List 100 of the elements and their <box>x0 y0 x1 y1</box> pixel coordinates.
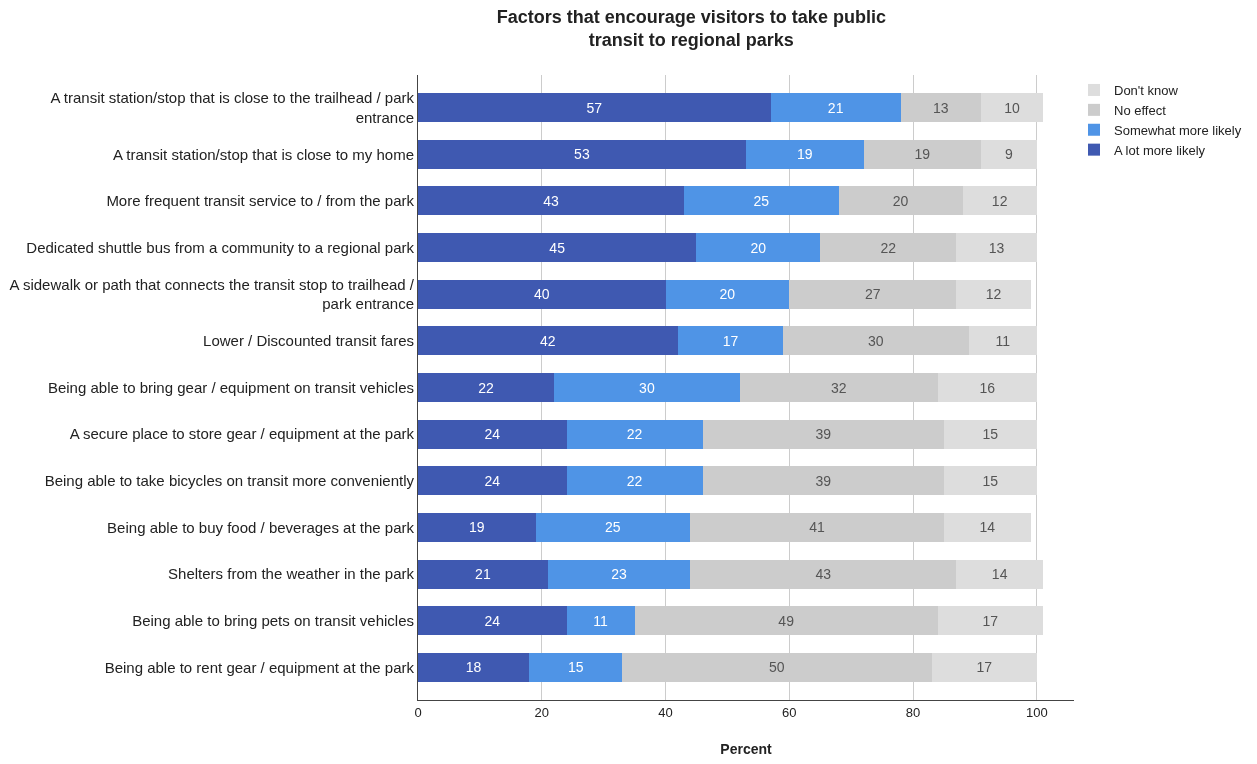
data-label: 41 <box>809 519 826 536</box>
data-label: 11 <box>593 612 608 629</box>
bar <box>418 186 685 216</box>
bar <box>418 512 536 542</box>
data-label: 16 <box>979 379 996 396</box>
bar <box>677 326 784 356</box>
y-tick-label: Being able to bring gear / equipment on transit vehicles <box>47 378 414 396</box>
data-label: 19 <box>796 146 813 163</box>
x-tick-label: 100 <box>1026 704 1048 720</box>
bar <box>418 419 567 449</box>
data-label: 12 <box>991 192 1008 209</box>
bar <box>529 652 623 682</box>
data-label: 22 <box>626 472 643 489</box>
data-label: 24 <box>484 472 501 489</box>
bar <box>566 466 703 496</box>
bar <box>944 419 1037 449</box>
bar <box>535 512 691 542</box>
data-label: 30 <box>868 332 884 349</box>
chart-title: Factors that encourage visitors to take public transit to regional parks <box>496 6 886 51</box>
data-label: 20 <box>892 192 909 209</box>
bar <box>665 279 790 309</box>
data-label: 15 <box>567 659 584 676</box>
x-tick-label: 80 <box>905 704 921 720</box>
data-label: 50 <box>769 659 785 676</box>
bar <box>937 606 1044 636</box>
data-label: 21 <box>827 99 844 116</box>
y-tick-label: Being able to bring pets on transit vehicles <box>132 611 414 629</box>
data-label: 13 <box>988 239 1005 256</box>
bar <box>547 559 691 589</box>
bar <box>937 373 1037 402</box>
data-label: 24 <box>484 612 501 629</box>
data-label: 18 <box>465 659 482 676</box>
bar <box>418 373 555 402</box>
data-label: 30 <box>639 379 655 396</box>
bar <box>968 326 1037 356</box>
bar <box>418 139 746 169</box>
bar <box>981 139 1037 169</box>
bar <box>418 559 548 589</box>
bar <box>956 279 1031 309</box>
x-axis-title: Percent <box>720 740 773 757</box>
data-label: 43 <box>543 192 559 209</box>
y-tick-label: Dedicated shuttle bus from a community to a regional park <box>26 238 415 256</box>
data-label: 15 <box>982 472 999 489</box>
legend-label: A lot more likely <box>1114 142 1206 158</box>
data-label: 43 <box>815 566 832 583</box>
bar <box>931 652 1037 682</box>
data-label: 22 <box>880 239 897 256</box>
bar <box>418 606 567 636</box>
y-tick-label: Being able to rent gear / equipment at the park <box>104 658 415 676</box>
legend-label: Somewhat more likely <box>1114 122 1242 138</box>
y-tick-label: A transit station/stop that is close to the trailhead / park entrance <box>50 89 415 126</box>
bar <box>746 139 864 169</box>
legend-label: No effect <box>1114 102 1167 118</box>
data-label: 14 <box>979 519 996 536</box>
data-label: 23 <box>611 566 628 583</box>
data-label: 27 <box>864 286 881 303</box>
y-tick-label: Being able to take bicycles on transit more conveniently <box>44 472 415 490</box>
bar <box>962 186 1037 216</box>
data-label: 25 <box>753 192 770 209</box>
data-label: 24 <box>484 426 501 443</box>
bar <box>566 606 635 636</box>
data-label: 53 <box>574 146 590 163</box>
data-label: 40 <box>533 286 550 303</box>
bar <box>956 233 1037 263</box>
bar <box>418 233 697 263</box>
data-label: 25 <box>605 519 621 536</box>
data-label: 13 <box>933 99 949 116</box>
x-tick-label: 40 <box>658 704 673 720</box>
data-label: 20 <box>719 286 736 303</box>
x-tick-label: 0 <box>414 704 422 720</box>
data-label: 20 <box>750 239 767 256</box>
data-label: 14 <box>991 566 1008 583</box>
y-tick-label: Lower / Discounted transit fares <box>203 332 414 350</box>
data-label: 9 <box>1005 146 1014 163</box>
bar <box>418 466 567 496</box>
x-tick-label: 60 <box>782 704 797 720</box>
data-label: 49 <box>778 612 795 629</box>
data-label: 21 <box>475 566 491 583</box>
bar <box>981 93 1044 123</box>
data-label: 45 <box>549 239 566 256</box>
x-tick-label: 20 <box>534 704 549 720</box>
bar <box>696 233 821 263</box>
bar <box>418 93 771 123</box>
data-label: 39 <box>815 426 832 443</box>
bar <box>684 186 839 216</box>
bar <box>418 279 666 309</box>
bar <box>554 373 740 402</box>
data-label: 57 <box>586 99 603 116</box>
bar <box>944 466 1037 496</box>
data-label: 39 <box>815 472 832 489</box>
bar <box>956 559 1044 589</box>
y-tick-label: Being able to buy food / beverages at the park <box>107 518 415 536</box>
bar <box>566 419 703 449</box>
y-tick-label: A sidewalk or path that connects the transit stop to trailhead / park entrance <box>9 275 415 313</box>
y-tick-label: A transit station/stop that is close to my home <box>113 145 414 163</box>
y-tick-label: Shelters from the weather in the park <box>168 565 415 583</box>
data-label: 22 <box>626 426 643 443</box>
data-label: 42 <box>540 332 556 349</box>
bar <box>770 93 901 123</box>
bar <box>944 512 1031 542</box>
